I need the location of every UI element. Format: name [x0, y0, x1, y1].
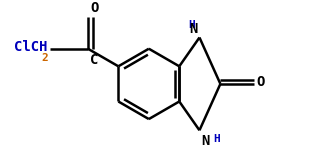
Text: 2: 2	[41, 53, 48, 63]
Text: O: O	[256, 75, 265, 89]
Text: H: H	[188, 20, 195, 30]
Text: ClCH: ClCH	[14, 40, 48, 54]
Text: N: N	[201, 134, 210, 148]
Text: H: H	[213, 134, 220, 144]
Text: C: C	[90, 52, 98, 66]
Text: N: N	[189, 22, 197, 36]
Text: O: O	[91, 1, 99, 15]
